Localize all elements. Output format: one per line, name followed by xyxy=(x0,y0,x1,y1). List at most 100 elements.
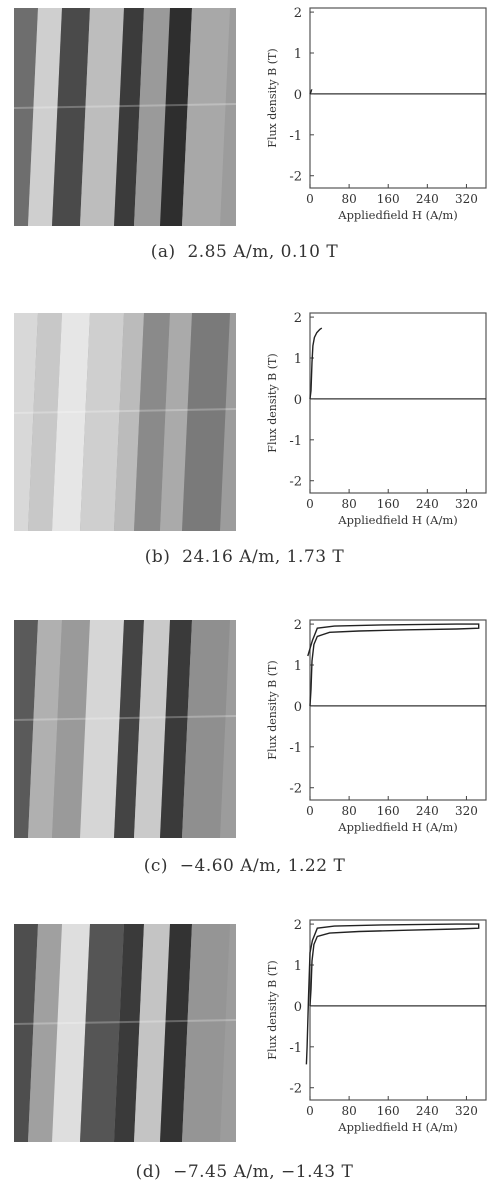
y-tick-label: -2 xyxy=(289,170,302,185)
domain-stripe xyxy=(80,924,124,1142)
domain-stripe xyxy=(80,8,124,226)
figure-panel: 2 1 0 -1 -2 0 80 160 240 320 Flux density B (T) App… xyxy=(0,305,489,595)
domain-stripe xyxy=(160,620,192,838)
x-tick-label: 320 xyxy=(455,1104,478,1118)
y-tick-label: 1 xyxy=(294,352,302,367)
x-tick-label: 240 xyxy=(416,1104,439,1118)
bh-curve-series xyxy=(307,623,480,706)
y-tick-label: 2 xyxy=(294,618,302,633)
domain-stripe xyxy=(52,313,90,531)
domain-photo xyxy=(14,620,236,838)
y-axis-label: Flux density B (T) xyxy=(266,353,279,452)
bh-curve-series xyxy=(305,923,480,1065)
y-tick-label: 2 xyxy=(294,918,302,933)
x-axis-label: Appliedfield H (A/m) xyxy=(337,208,457,222)
domain-photo xyxy=(14,313,236,531)
bh-curve-chart: 2 1 0 -1 -2 0 80 160 240 320 Flux density B (T) App… xyxy=(258,914,489,1144)
domain-stripe xyxy=(14,924,38,1142)
x-tick-label: 80 xyxy=(341,804,356,818)
plot-frame xyxy=(309,919,487,1101)
y-tick-label: -1 xyxy=(289,741,302,756)
y-tick-label: 0 xyxy=(294,393,302,408)
bh-curve-chart: 2 1 0 -1 -2 0 80 160 240 320 Flux density B (T) App… xyxy=(258,2,489,232)
domain-stripe xyxy=(14,620,38,838)
figure-panel: 2 1 0 -1 -2 0 80 160 240 320 Flux density B (T) App… xyxy=(0,612,489,902)
x-tick-label: 0 xyxy=(306,192,314,206)
y-axis-label: Flux density B (T) xyxy=(266,660,279,759)
x-tick-label: 80 xyxy=(341,497,356,511)
panel-caption: (c) −4.60 A/m, 1.22 T xyxy=(143,856,346,876)
plot-frame xyxy=(309,619,487,801)
x-tick-label: 240 xyxy=(416,192,439,206)
x-tick-label: 320 xyxy=(455,497,478,511)
domain-stripe xyxy=(182,924,230,1142)
bh-curve-series xyxy=(309,327,323,399)
y-tick-label: -1 xyxy=(289,434,302,449)
domain-photo xyxy=(14,8,236,226)
y-tick-label: 2 xyxy=(294,6,302,21)
figure-panel: 2 1 0 -1 -2 0 80 160 240 320 Flux density B (T) App… xyxy=(0,912,489,1202)
domain-stripe xyxy=(14,8,38,226)
y-tick-label: -2 xyxy=(289,782,302,797)
y-tick-label: 1 xyxy=(294,959,302,974)
x-tick-label: 160 xyxy=(377,192,400,206)
domain-stripe xyxy=(52,8,90,226)
domain-stripe xyxy=(134,8,170,226)
y-axis-label: Flux density B (T) xyxy=(266,48,279,147)
y-tick-label: 0 xyxy=(294,1000,302,1015)
domain-stripe xyxy=(160,8,192,226)
x-tick-label: 240 xyxy=(416,804,439,818)
bh-curve-series xyxy=(309,89,313,95)
domain-stripe xyxy=(28,924,62,1142)
plot-frame xyxy=(309,7,487,189)
x-tick-label: 160 xyxy=(377,497,400,511)
domain-stripe xyxy=(134,620,170,838)
panel-caption: (a) 2.85 A/m, 0.10 T xyxy=(150,242,339,262)
y-tick-label: -1 xyxy=(289,129,302,144)
domain-photo xyxy=(14,924,236,1142)
x-tick-label: 0 xyxy=(306,497,314,511)
y-tick-label: 0 xyxy=(294,700,302,715)
domain-stripe xyxy=(28,620,62,838)
domain-stripe xyxy=(52,924,90,1142)
x-tick-label: 240 xyxy=(416,497,439,511)
domain-stripe xyxy=(80,620,124,838)
domain-stripe xyxy=(182,620,230,838)
domain-stripe xyxy=(80,313,124,531)
x-tick-label: 320 xyxy=(455,804,478,818)
bh-curve-chart: 2 1 0 -1 -2 0 80 160 240 320 Flux density B (T) App… xyxy=(258,614,489,844)
x-axis-label: Appliedfield H (A/m) xyxy=(337,820,457,834)
y-tick-label: -1 xyxy=(289,1041,302,1056)
x-tick-label: 80 xyxy=(341,1104,356,1118)
x-tick-label: 0 xyxy=(306,1104,314,1118)
domain-stripe xyxy=(160,313,192,531)
domain-stripe xyxy=(28,313,62,531)
domain-stripe xyxy=(134,313,170,531)
x-tick-label: 320 xyxy=(455,192,478,206)
x-tick-label: 160 xyxy=(377,1104,400,1118)
x-tick-label: 0 xyxy=(306,804,314,818)
y-tick-label: -2 xyxy=(289,475,302,490)
bh-curve-chart: 2 1 0 -1 -2 0 80 160 240 320 Flux density B (T) App… xyxy=(258,307,489,537)
domain-stripe xyxy=(182,313,230,531)
y-tick-label: 0 xyxy=(294,88,302,103)
y-tick-label: 1 xyxy=(294,659,302,674)
domain-stripe xyxy=(160,924,192,1142)
domain-stripe xyxy=(52,620,90,838)
domain-stripe xyxy=(28,8,62,226)
plot-frame xyxy=(309,312,487,494)
figure-panel: 2 1 0 -1 -2 0 80 160 240 320 Flux density B (T) App… xyxy=(0,0,489,290)
y-axis-label: Flux density B (T) xyxy=(266,960,279,1059)
x-axis-label: Appliedfield H (A/m) xyxy=(337,513,457,527)
x-tick-label: 80 xyxy=(341,192,356,206)
domain-stripe xyxy=(134,924,170,1142)
y-tick-label: 2 xyxy=(294,311,302,326)
x-axis-label: Appliedfield H (A/m) xyxy=(337,1120,457,1134)
panel-caption: (b) 24.16 A/m, 1.73 T xyxy=(144,547,345,567)
x-tick-label: 160 xyxy=(377,804,400,818)
y-tick-label: -2 xyxy=(289,1082,302,1097)
domain-stripe xyxy=(14,313,38,531)
y-tick-label: 1 xyxy=(294,47,302,62)
domain-stripe xyxy=(182,8,230,226)
panel-caption: (d) −7.45 A/m, −1.43 T xyxy=(135,1162,354,1182)
